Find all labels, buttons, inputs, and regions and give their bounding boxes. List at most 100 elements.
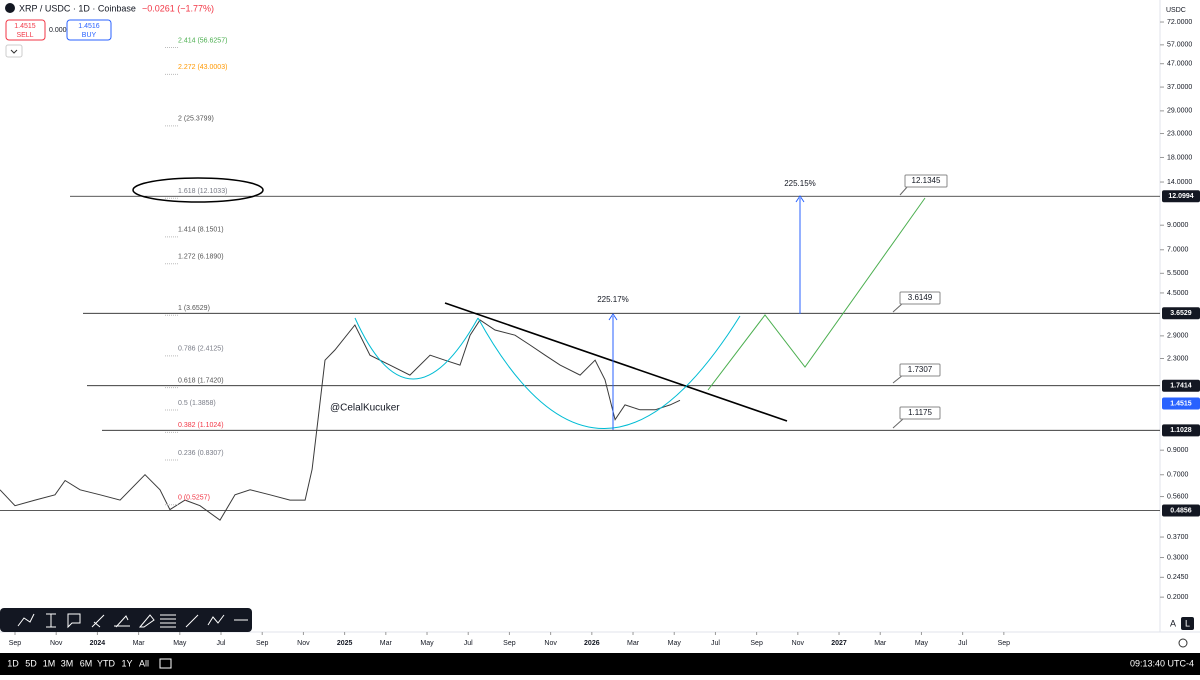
tool-icon[interactable] <box>160 614 176 628</box>
price-tag-label: 1.1028 <box>1170 427 1192 434</box>
price-tag <box>1162 504 1200 517</box>
range-button[interactable]: 6M <box>80 658 93 668</box>
range-button[interactable]: All <box>139 658 149 668</box>
fib-label: 0.618 (1.7420) <box>178 378 224 385</box>
x-tick-label: Mar <box>380 640 393 647</box>
fib-label: 0.236 (0.8307) <box>178 450 224 457</box>
range-buttons: 1D 5D 1M 3M 6M YTD 1Y All <box>7 658 149 668</box>
fib-label: 1.272 (6.1890) <box>178 254 224 261</box>
fib-label: 2 (25.3799) <box>178 116 214 123</box>
x-tick-label: May <box>668 640 682 647</box>
callout-label: 12.1345 <box>912 176 941 185</box>
x-tick-label: Nov <box>50 640 63 647</box>
fib-label: 0.382 (1.1024) <box>178 422 224 429</box>
currency[interactable]: USDC <box>1166 7 1186 14</box>
x-tick-label: Mar <box>874 640 887 647</box>
y-tick-label: 23.0000 <box>1167 130 1192 137</box>
price-tag-label: 3.6529 <box>1170 310 1192 317</box>
settings-icon[interactable] <box>1178 638 1188 648</box>
auto-scale[interactable]: A <box>1170 618 1176 628</box>
y-tick-label: 57.0000 <box>1167 42 1192 49</box>
callout-pointer <box>892 418 904 429</box>
x-tick-label: Sep <box>503 640 516 647</box>
spread: 0.0001 <box>49 27 71 34</box>
x-tick-label: Nov <box>297 640 310 647</box>
x-tick-label: Sep <box>750 640 763 647</box>
tool-icon[interactable] <box>185 614 199 628</box>
sell-label: SELL <box>16 32 33 39</box>
price-tag-label: 12.0994 <box>1168 193 1193 200</box>
y-tick-label: 7.0000 <box>1167 247 1189 254</box>
x-tick-label: May <box>173 640 187 647</box>
callout-box <box>899 363 941 377</box>
projection-path <box>707 197 926 391</box>
x-tick-label: May <box>420 640 434 647</box>
last-price-tag <box>1162 397 1200 410</box>
collapse-button[interactable] <box>5 44 23 58</box>
y-tick-label: 9.0000 <box>1167 222 1189 229</box>
y-tick-label: 29.0000 <box>1167 108 1192 115</box>
sell-button[interactable] <box>5 19 46 41</box>
x-tick-label: 2024 <box>90 640 106 647</box>
callout-label: 1.1175 <box>908 408 932 417</box>
fib-label: 2.414 (56.6257) <box>178 37 227 44</box>
tool-icon[interactable] <box>17 613 35 627</box>
callout-box <box>899 406 941 420</box>
x-tick-label: Sep <box>9 640 22 647</box>
tool-icon[interactable] <box>207 614 225 626</box>
trendline <box>444 302 788 422</box>
clock: 09:13:40 UTC-4 <box>1130 658 1194 668</box>
log-toggle[interactable] <box>1181 617 1194 630</box>
y-tick-label: 4.5000 <box>1167 290 1189 297</box>
tool-icon[interactable] <box>138 614 155 628</box>
arrow-head <box>608 313 618 321</box>
y-tick-label: 0.7000 <box>1167 472 1189 479</box>
x-tick-label: Mar <box>627 640 640 647</box>
y-tick-label: 0.2000 <box>1167 594 1189 601</box>
callout-label: 3.6149 <box>908 293 933 302</box>
price-tag <box>1162 307 1200 320</box>
x-tick-label: 2027 <box>831 640 847 647</box>
move-label: 225.15% <box>784 179 816 188</box>
x-tick-label: Nov <box>544 640 557 647</box>
buy-button[interactable] <box>66 19 112 41</box>
y-tick-label: 18.0000 <box>1167 154 1192 161</box>
symbol[interactable]: XRP / USDC · 1D · Coinbase <box>19 3 136 13</box>
sell-price: 1.4515 <box>14 23 36 30</box>
x-tick-label: Jul <box>217 640 226 647</box>
range-button[interactable]: YTD <box>97 658 116 668</box>
arrow-head <box>795 195 805 203</box>
x-tick-label: Jul <box>958 640 967 647</box>
buy-label: BUY <box>82 32 97 39</box>
tool-icon[interactable] <box>46 613 56 628</box>
drawing-toolbar <box>0 608 252 632</box>
range-button[interactable]: 3M <box>61 658 74 668</box>
y-tick-label: 37.0000 <box>1167 84 1192 91</box>
y-tick-label: 2.3000 <box>1167 355 1189 362</box>
callouts: 12.1345 3.6149 1.7307 1.1175 <box>892 174 948 429</box>
date-range-icon[interactable] <box>159 658 172 669</box>
y-tick-label: 2.9000 <box>1167 333 1189 340</box>
fib-label: 1.414 (8.1501) <box>178 227 224 234</box>
fib-label: 0 (0.5257) <box>178 495 210 502</box>
log-label: L <box>1185 618 1190 628</box>
callout-box <box>904 174 948 188</box>
tool-icon[interactable] <box>91 614 105 628</box>
tool-icon[interactable] <box>114 615 130 628</box>
price-tag <box>1162 190 1200 203</box>
range-button[interactable]: 1M <box>43 658 56 668</box>
y-tick-label: 0.3000 <box>1167 554 1189 561</box>
y-tick-label: 47.0000 <box>1167 61 1192 68</box>
fib-label: 0.5 (1.3858) <box>178 400 216 407</box>
range-button[interactable]: 1Y <box>121 658 132 668</box>
highlight-ellipse <box>132 177 264 203</box>
y-tick-label: 5.5000 <box>1167 270 1189 277</box>
fib-label: 1.618 (12.1033) <box>178 188 227 195</box>
x-tick-label: May <box>915 640 929 647</box>
tool-icon[interactable] <box>67 613 81 629</box>
change: −0.0261 (−1.77%) <box>142 3 214 13</box>
fib-label: 1 (3.6529) <box>178 305 210 312</box>
price-line-series <box>0 319 681 521</box>
range-button[interactable]: 1D <box>7 658 19 668</box>
range-button[interactable]: 5D <box>25 658 37 668</box>
